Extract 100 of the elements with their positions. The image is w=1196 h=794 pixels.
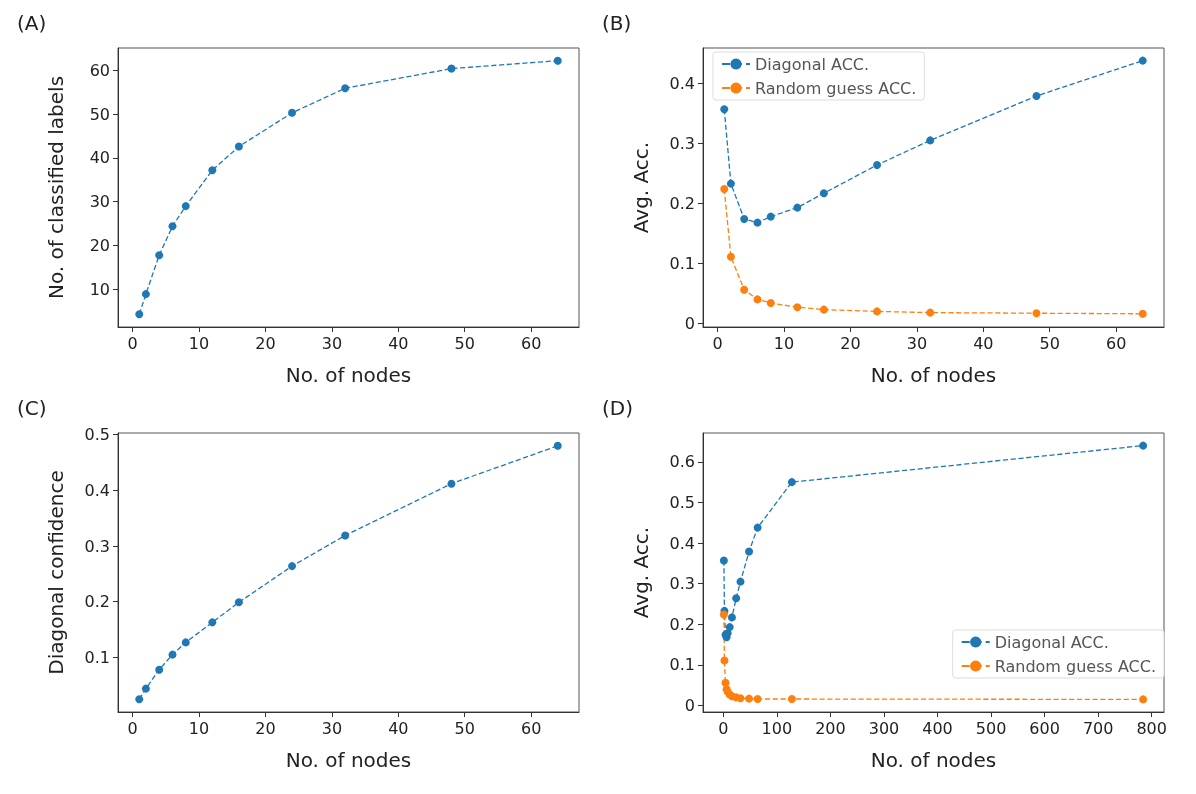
x-tick-label: 0 bbox=[127, 718, 138, 738]
point bbox=[719, 610, 728, 619]
x-tick-label: 60 bbox=[520, 718, 542, 738]
y-tick-label: 0.5 bbox=[669, 492, 695, 512]
point bbox=[873, 307, 882, 316]
point bbox=[753, 523, 762, 532]
y-tick-label: 0.6 bbox=[669, 452, 695, 472]
x-tick-label: 100 bbox=[761, 718, 793, 738]
point bbox=[726, 252, 735, 261]
x-tick-label: 20 bbox=[255, 718, 276, 738]
chart-title: (C) bbox=[17, 396, 47, 420]
point bbox=[155, 665, 164, 674]
chart-title: (D) bbox=[602, 396, 634, 420]
point bbox=[727, 613, 736, 622]
chart-title: (A) bbox=[17, 11, 47, 35]
point bbox=[1139, 695, 1148, 704]
y-tick-label: 0.2 bbox=[84, 592, 110, 612]
x-tick-label: 50 bbox=[454, 718, 475, 738]
point bbox=[553, 56, 562, 65]
point bbox=[341, 531, 350, 540]
x-tick-label: 30 bbox=[906, 333, 928, 353]
x-tick-label: 10 bbox=[188, 718, 210, 738]
y-tick-label: 20 bbox=[89, 236, 110, 256]
point bbox=[793, 303, 802, 312]
y-tick-label: 50 bbox=[89, 104, 110, 124]
point bbox=[926, 136, 935, 145]
x-tick-label: 500 bbox=[975, 718, 1007, 738]
y-axis-title: Avg. Acc. bbox=[629, 141, 653, 234]
point bbox=[447, 479, 456, 488]
x-tick-label: 200 bbox=[815, 718, 846, 738]
y-tick-label: 0.3 bbox=[84, 536, 110, 556]
point bbox=[553, 441, 562, 450]
point bbox=[787, 478, 796, 487]
point bbox=[288, 562, 297, 571]
point bbox=[1139, 441, 1148, 450]
point bbox=[234, 598, 243, 607]
point bbox=[720, 105, 729, 114]
point bbox=[793, 203, 802, 212]
point bbox=[753, 695, 762, 703]
x-tick-label: 50 bbox=[1039, 333, 1060, 353]
point bbox=[1032, 309, 1041, 318]
point bbox=[736, 577, 745, 586]
point bbox=[732, 594, 741, 603]
point bbox=[745, 547, 754, 556]
x-axis-title: No. of nodes bbox=[870, 363, 997, 387]
point bbox=[873, 161, 882, 169]
point bbox=[725, 623, 734, 632]
x-tick-label: 800 bbox=[1136, 718, 1167, 738]
x-tick-label: 0 bbox=[127, 333, 138, 353]
y-tick-label: 0.3 bbox=[669, 574, 695, 594]
x-tick-label: 30 bbox=[321, 333, 343, 353]
x-tick-label: 10 bbox=[188, 333, 210, 353]
x-tick-label: 700 bbox=[1082, 718, 1114, 738]
x-axis-title: No. of nodes bbox=[285, 363, 412, 387]
x-tick-label: 400 bbox=[922, 718, 953, 738]
point bbox=[819, 305, 828, 314]
x-tick-label: 40 bbox=[388, 718, 409, 738]
point bbox=[168, 650, 177, 659]
point bbox=[819, 189, 828, 198]
x-tick-label: 20 bbox=[840, 333, 861, 353]
y-tick-label: 0.4 bbox=[669, 533, 695, 553]
point bbox=[168, 222, 177, 231]
point bbox=[745, 694, 754, 703]
y-tick-label: 60 bbox=[89, 60, 110, 80]
point bbox=[135, 695, 144, 704]
point bbox=[726, 179, 735, 188]
point bbox=[787, 695, 796, 703]
x-tick-label: 60 bbox=[520, 333, 542, 353]
point bbox=[155, 251, 164, 260]
y-tick-label: 0.2 bbox=[669, 193, 695, 213]
point bbox=[753, 218, 762, 227]
y-tick-label: 10 bbox=[89, 279, 110, 299]
point bbox=[288, 108, 297, 117]
y-tick-label: 40 bbox=[89, 148, 110, 168]
point bbox=[141, 290, 150, 299]
y-tick-label: 0.1 bbox=[669, 655, 695, 675]
point bbox=[926, 308, 935, 317]
x-tick-label: 0 bbox=[712, 333, 723, 353]
point bbox=[135, 310, 144, 319]
y-tick-label: 0 bbox=[684, 696, 695, 715]
x-tick-label: 40 bbox=[973, 333, 994, 353]
point bbox=[447, 64, 456, 73]
point bbox=[208, 618, 217, 627]
y-tick-label: 0.4 bbox=[84, 480, 110, 500]
y-tick-label: 0 bbox=[684, 313, 695, 333]
y-tick-label: 0.4 bbox=[669, 73, 695, 93]
point bbox=[740, 285, 749, 294]
point bbox=[719, 556, 728, 565]
point bbox=[181, 638, 190, 647]
legend-label: Diagonal ACC. bbox=[755, 54, 870, 74]
x-axis-title: No. of nodes bbox=[870, 748, 997, 772]
y-tick-label: 0.2 bbox=[669, 614, 695, 634]
x-axis-title: No. of nodes bbox=[285, 748, 412, 772]
point bbox=[1138, 309, 1147, 318]
point bbox=[740, 215, 749, 223]
y-tick-label: 0.3 bbox=[669, 133, 695, 153]
x-tick-label: 30 bbox=[321, 718, 343, 738]
legend-label: Diagonal ACC. bbox=[994, 632, 1109, 652]
point bbox=[766, 299, 775, 307]
chart-title: (B) bbox=[602, 11, 632, 35]
